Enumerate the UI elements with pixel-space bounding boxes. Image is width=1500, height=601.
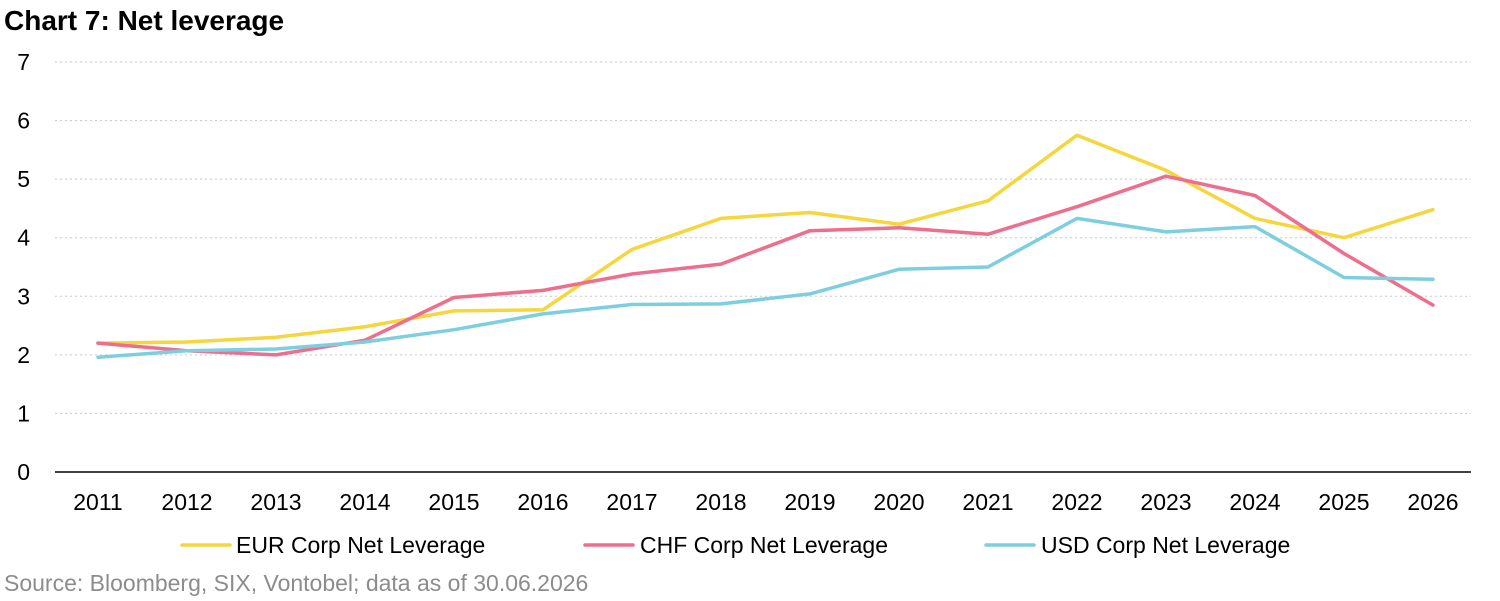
x-tick-label: 2023: [1140, 489, 1191, 515]
legend-label-usd: USD Corp Net Leverage: [1041, 532, 1290, 558]
legend-label-chf: CHF Corp Net Leverage: [640, 532, 888, 558]
chart-title: Chart 7: Net leverage: [4, 5, 285, 36]
x-tick-label: 2011: [73, 489, 122, 515]
y-tick-label: 4: [17, 225, 30, 251]
x-tick-label: 2017: [606, 489, 657, 515]
y-tick-label: 2: [17, 342, 30, 368]
x-tick-label: 2013: [250, 489, 301, 515]
legend: EUR Corp Net Leverage CHF Corp Net Levera…: [180, 532, 1290, 558]
x-tick-label: 2012: [161, 489, 212, 515]
y-tick-label: 0: [17, 459, 30, 485]
x-tick-label: 2021: [962, 489, 1013, 515]
y-tick-label: 7: [17, 49, 30, 75]
x-tick-label: 2014: [339, 489, 390, 515]
y-tick-label: 5: [17, 166, 30, 192]
x-tick-label: 2015: [428, 489, 479, 515]
source-note: Source: Bloomberg, SIX, Vontobel; data a…: [4, 570, 589, 596]
x-tick-label: 2022: [1051, 489, 1102, 515]
y-tick-label: 1: [17, 400, 30, 426]
legend-label-eur: EUR Corp Net Leverage: [236, 532, 485, 558]
y-axis: 0 1 2 3 4 5 6 7: [17, 49, 30, 485]
series-line-usd: [96, 216, 1435, 359]
y-tick-label: 6: [17, 108, 30, 134]
series-lines: [96, 133, 1435, 359]
x-tick-label: 2026: [1407, 489, 1458, 515]
x-tick-label: 2016: [517, 489, 568, 515]
x-tick-label: 2018: [695, 489, 746, 515]
gridlines: [55, 61, 1471, 414]
x-tick-label: 2020: [873, 489, 924, 515]
x-axis: 2011 2012 2013 2014 2015 2016 2017 2018 2019 2020…: [55, 471, 1471, 515]
y-tick-label: 3: [17, 283, 30, 309]
series-line-chf: [96, 174, 1435, 357]
x-tick-label: 2025: [1318, 489, 1369, 515]
x-tick-label: 2024: [1229, 489, 1280, 515]
series-line-eur: [96, 133, 1435, 345]
x-tick-label: 2019: [784, 489, 835, 515]
